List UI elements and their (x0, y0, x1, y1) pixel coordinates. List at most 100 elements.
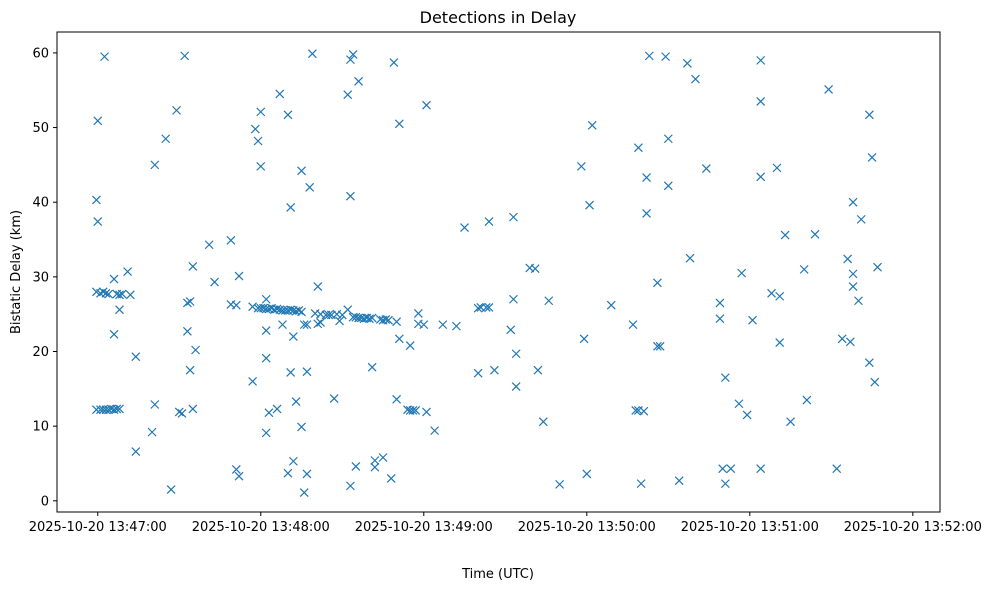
x-tick-label: 2025-10-20 13:48:00 (192, 520, 330, 535)
data-point (506, 325, 516, 335)
data-point (346, 481, 355, 491)
data-point (837, 334, 847, 344)
data-point (737, 268, 747, 278)
data-point (422, 100, 431, 110)
data-point (367, 313, 377, 323)
data-point (642, 173, 651, 182)
y-tick-label: 40 (32, 196, 49, 211)
data-point (843, 254, 853, 264)
data-point (870, 377, 880, 387)
data-point (297, 166, 306, 176)
data-point (663, 134, 673, 144)
data-point (351, 462, 361, 471)
data-point (585, 200, 594, 210)
data-point (264, 408, 274, 418)
data-point (775, 338, 785, 347)
data-point (419, 320, 429, 330)
data-point (182, 298, 192, 308)
data-point (653, 278, 662, 288)
data-point (302, 320, 312, 330)
data-point (177, 409, 187, 418)
data-point (748, 315, 757, 325)
data-point (381, 314, 391, 324)
data-point (307, 49, 317, 59)
data-point (316, 317, 325, 327)
data-point (104, 289, 114, 299)
plot-area (91, 49, 882, 498)
data-point (533, 365, 543, 375)
data-point (335, 316, 344, 326)
data-point (720, 479, 730, 489)
data-point (329, 394, 339, 403)
data-point (188, 404, 198, 414)
data-point (832, 464, 842, 474)
data-point (125, 290, 135, 300)
data-point (313, 319, 323, 329)
data-point (182, 326, 192, 336)
chart-title: Detections in Delay (420, 8, 577, 27)
data-point (291, 397, 301, 406)
y-tick-label: 60 (32, 46, 49, 61)
data-point (272, 304, 282, 314)
data-point (250, 124, 260, 134)
data-point (343, 305, 353, 315)
data-point (392, 317, 402, 327)
data-point (691, 74, 700, 84)
data-point (370, 456, 380, 465)
plot-frame (56, 31, 941, 513)
data-point (405, 341, 415, 350)
data-point (248, 302, 258, 312)
data-point (810, 229, 820, 239)
data-point (631, 406, 641, 415)
data-point (438, 320, 448, 330)
data-point (384, 315, 393, 325)
data-point (275, 89, 285, 99)
data-point (392, 394, 402, 404)
data-point (101, 288, 111, 298)
data-point (848, 269, 858, 279)
data-point (288, 456, 298, 466)
data-point (582, 469, 592, 479)
data-point (261, 326, 271, 336)
data-point (511, 382, 521, 392)
data-point (756, 97, 766, 106)
data-point (123, 267, 133, 277)
x-tick-label: 2025-10-20 13:50:00 (518, 520, 656, 535)
data-point (509, 294, 518, 304)
data-point (799, 264, 809, 274)
data-point (715, 314, 725, 324)
data-point (642, 208, 651, 218)
data-point (147, 427, 157, 437)
data-point (481, 303, 491, 312)
data-point (210, 277, 220, 287)
data-point (204, 240, 214, 250)
data-point (248, 376, 258, 386)
data-point (628, 320, 638, 330)
data-point (283, 110, 293, 120)
data-point (91, 405, 101, 415)
data-point (112, 404, 122, 414)
y-axis: 0 10 20 30 40 50 60 (32, 46, 57, 509)
data-point (283, 468, 293, 478)
data-point (115, 404, 124, 414)
data-point (378, 453, 388, 462)
data-point (93, 116, 103, 126)
data-point (305, 182, 315, 192)
data-point (509, 212, 518, 222)
data-point (756, 55, 766, 65)
data-point (272, 404, 282, 414)
data-point (644, 51, 654, 61)
data-point (530, 264, 540, 274)
data-point (394, 334, 404, 344)
data-point (354, 76, 364, 86)
data-point (302, 367, 312, 377)
data-point (655, 341, 665, 351)
data-point (256, 161, 266, 171)
data-point (185, 365, 195, 375)
data-point (726, 464, 736, 474)
data-point (718, 464, 728, 474)
data-point (386, 473, 396, 483)
